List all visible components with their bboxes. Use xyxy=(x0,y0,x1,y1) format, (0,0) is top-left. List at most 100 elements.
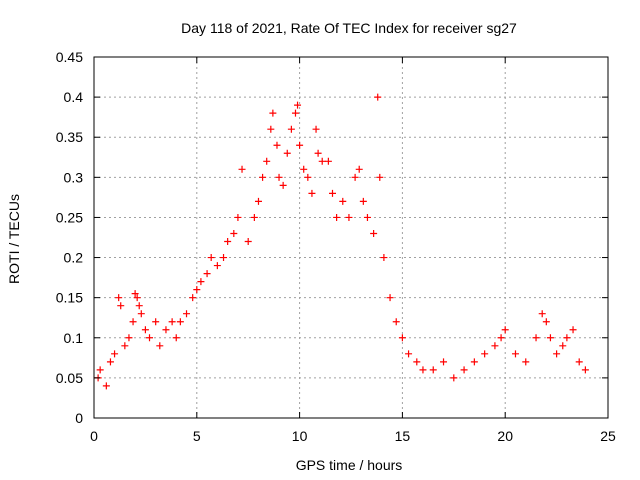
data-point xyxy=(308,189,316,197)
data-point xyxy=(207,254,215,262)
data-point xyxy=(291,109,299,117)
data-point xyxy=(575,358,583,366)
chart-title: Day 118 of 2021, Rate Of TEC Index for r… xyxy=(181,20,517,36)
data-point xyxy=(152,318,160,326)
data-point xyxy=(355,165,363,173)
data-point xyxy=(197,278,205,286)
data-point xyxy=(168,318,176,326)
x-axis-label: GPS time / hours xyxy=(296,457,403,473)
x-tick-label: 20 xyxy=(497,428,513,444)
data-point xyxy=(376,173,384,181)
data-point xyxy=(481,350,489,358)
y-tick-label: 0.45 xyxy=(56,49,83,65)
data-point xyxy=(135,302,143,310)
data-point xyxy=(538,310,546,318)
y-tick-label: 0.1 xyxy=(64,330,84,346)
data-point xyxy=(106,358,114,366)
data-point xyxy=(111,350,119,358)
data-point xyxy=(405,350,413,358)
data-point xyxy=(532,334,540,342)
data-point xyxy=(267,125,275,133)
data-point xyxy=(470,358,478,366)
data-point xyxy=(563,334,571,342)
data-point xyxy=(259,173,267,181)
data-point xyxy=(359,197,367,205)
data-point xyxy=(146,334,154,342)
y-tick-labels: 0 0.05 0.1 0.15 0.2 0.25 0.3 0.35 0.4 0.45 xyxy=(56,49,83,426)
data-point xyxy=(294,101,302,109)
data-point xyxy=(183,310,191,318)
data-point xyxy=(121,342,129,350)
data-point xyxy=(351,173,359,181)
data-point xyxy=(345,213,353,221)
data-point xyxy=(131,290,139,298)
data-point xyxy=(193,286,201,294)
data-points xyxy=(94,93,589,390)
data-point xyxy=(283,149,291,157)
data-point xyxy=(102,382,110,390)
data-point xyxy=(328,189,336,197)
y-axis-label: ROTI / TECUs xyxy=(6,194,22,284)
data-point xyxy=(162,326,170,334)
data-point xyxy=(413,358,421,366)
data-point xyxy=(213,262,221,270)
data-point xyxy=(314,149,322,157)
data-point xyxy=(269,109,277,117)
data-point xyxy=(273,141,281,149)
data-point xyxy=(250,213,258,221)
data-point xyxy=(333,213,341,221)
data-point xyxy=(374,93,382,101)
data-point xyxy=(230,229,238,237)
data-point xyxy=(440,358,448,366)
data-point xyxy=(172,334,180,342)
y-tick-label: 0 xyxy=(75,410,83,426)
data-point xyxy=(501,326,509,334)
x-tick-label: 15 xyxy=(395,428,411,444)
y-tick-label: 0.2 xyxy=(64,250,84,266)
data-point xyxy=(370,229,378,237)
data-point xyxy=(569,326,577,334)
data-point xyxy=(429,366,437,374)
x-tick-labels: 0 5 10 15 20 25 xyxy=(90,428,616,444)
data-point xyxy=(460,366,468,374)
axis-ticks xyxy=(93,56,609,419)
y-tick-label: 0.3 xyxy=(64,169,84,185)
data-point xyxy=(339,197,347,205)
data-point xyxy=(553,350,561,358)
data-point xyxy=(279,181,287,189)
data-point xyxy=(581,366,589,374)
data-point xyxy=(203,270,211,278)
data-point xyxy=(380,254,388,262)
x-tick-label: 25 xyxy=(600,428,616,444)
data-point xyxy=(117,302,125,310)
data-point xyxy=(392,318,400,326)
data-point xyxy=(129,318,137,326)
data-point xyxy=(275,173,283,181)
data-point xyxy=(312,125,320,133)
data-point xyxy=(542,318,550,326)
y-tick-label: 0.25 xyxy=(56,209,83,225)
data-point xyxy=(96,366,104,374)
data-point xyxy=(156,342,164,350)
data-point xyxy=(287,125,295,133)
plot-frame xyxy=(93,56,609,419)
data-point xyxy=(220,254,228,262)
x-tick-label: 5 xyxy=(193,428,201,444)
data-point xyxy=(491,342,499,350)
data-point xyxy=(234,213,242,221)
data-point xyxy=(254,197,262,205)
x-tick-label: 10 xyxy=(292,428,308,444)
data-point xyxy=(546,334,554,342)
x-tick-label: 0 xyxy=(90,428,98,444)
data-point xyxy=(125,334,133,342)
y-tick-label: 0.15 xyxy=(56,290,83,306)
y-tick-label: 0.05 xyxy=(56,370,83,386)
data-point xyxy=(263,157,271,165)
data-point xyxy=(304,173,312,181)
grid-lines xyxy=(94,57,608,418)
data-point xyxy=(133,294,141,302)
data-point xyxy=(522,358,530,366)
data-point xyxy=(176,318,184,326)
